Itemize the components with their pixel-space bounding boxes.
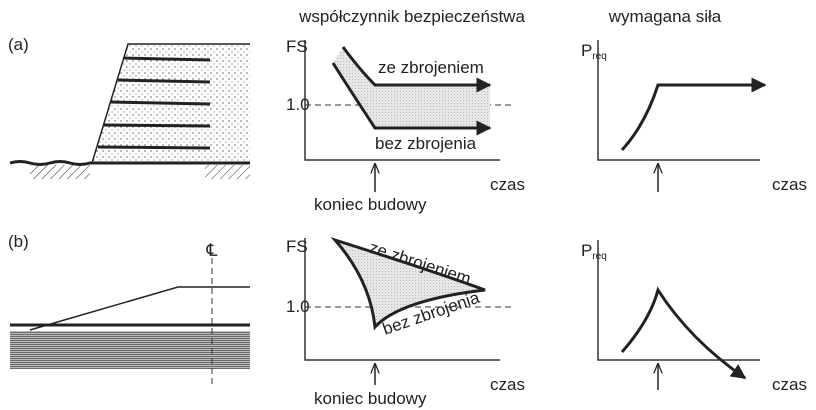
preq-chart: Preq czas — [581, 240, 807, 394]
axis-label: czas — [490, 375, 525, 394]
axis-label: czas — [772, 175, 807, 194]
preq-chart: Preq czas — [581, 40, 807, 194]
column-title: współczynnik bezpieczeństwa — [298, 7, 525, 26]
embankment-drawing: ℄ — [10, 241, 250, 388]
figure: współczynnik bezpieczeństwa wymagana sił… — [0, 0, 816, 410]
axis-label: FS — [286, 37, 308, 56]
row-label: (b) — [8, 232, 29, 251]
axis-label: Preq — [581, 241, 607, 262]
row-b: (b) ℄ FS 1.0 ze zbrojeniem bez zbrojenia… — [8, 232, 807, 408]
fs-chart: FS 1.0 ze zbrojeniem bez zbrojenia czas … — [286, 237, 525, 408]
event-label: koniec budowy — [314, 389, 427, 408]
curve-label: ze zbrojeniem — [378, 58, 484, 77]
axis-label: czas — [490, 175, 525, 194]
axis-label: FS — [286, 237, 308, 256]
column-title: wymagana siła — [608, 7, 722, 26]
wall-drawing — [10, 44, 250, 179]
fs-chart: FS 1.0 ze zbrojeniem bez zbrojenia czas … — [286, 37, 525, 214]
curve-label: bez zbrojenia — [375, 134, 477, 153]
event-label: koniec budowy — [314, 195, 427, 214]
centerline-symbol: ℄ — [206, 241, 218, 260]
row-a: (a) FS 1.0 ze zbrojeniem bez zbrojenia c… — [8, 35, 807, 214]
axis-label: czas — [772, 375, 807, 394]
row-label: (a) — [8, 35, 29, 54]
axis-label: Preq — [581, 41, 607, 62]
